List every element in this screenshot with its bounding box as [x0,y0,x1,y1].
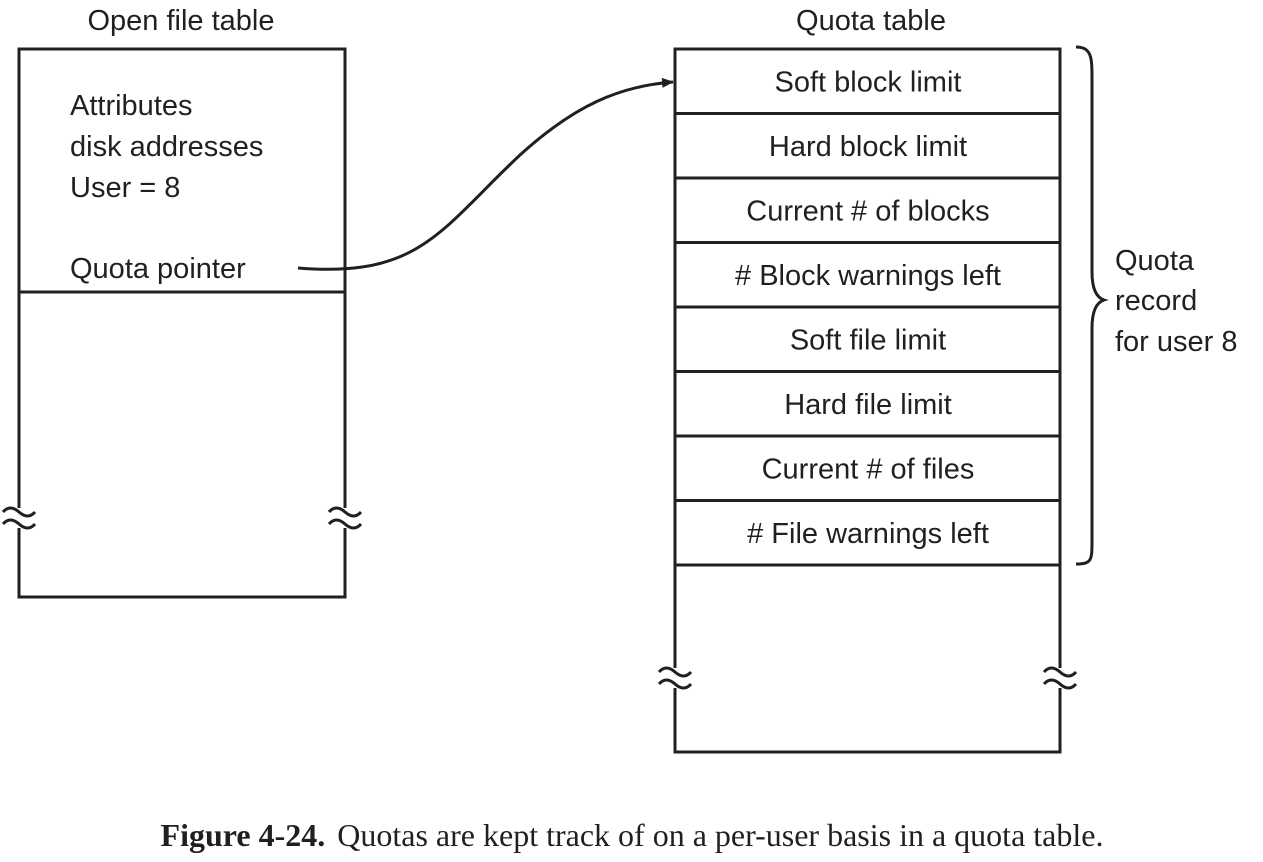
entry-disk-addresses: disk addresses [70,131,263,163]
quota-row-label: Hard file limit [784,389,952,421]
quota-row-label: Current # of files [762,453,975,485]
entry-attributes: Attributes [70,90,193,122]
figure-caption: Figure 4-24. Quotas are kept track of on … [161,817,1104,853]
quota-row-dividers [675,112,1060,567]
break-mark-left [1,506,363,530]
quota-record-rows: Soft block limit Hard block limit Current … [735,66,1001,550]
open-file-table-title: Open file table [87,5,274,37]
quota-row-label: Current # of blocks [746,195,989,227]
quota-row-label: # Block warnings left [735,260,1001,292]
entry-user: User = 8 [70,172,180,204]
quota-table: Soft block limit Hard block limit Current … [657,47,1078,754]
quota-table-title: Quota table [796,5,946,37]
quota-row-label: Soft block limit [775,66,962,98]
quota-row-label: # File warnings left [747,518,989,550]
quota-row-label: Hard block limit [769,131,967,163]
break-mark-right [657,666,1078,690]
quota-pointer-arrow [297,77,674,271]
caption-label: Figure 4-24. [161,817,326,853]
brace-label-line-3: for user 8 [1115,326,1238,358]
brace-label-line-1: Quota [1115,245,1195,277]
open-file-entry: Attributes disk addresses User = 8 Quota… [70,90,263,285]
entry-quota-pointer: Quota pointer [70,253,246,285]
quota-record-label: Quota record for user 8 [1115,245,1238,358]
brace-label-line-2: record [1115,285,1197,317]
open-file-table [1,47,363,599]
caption-text: Quotas are kept track of on a per-user b… [337,817,1103,853]
quota-record-brace [1075,45,1109,566]
quota-row-label: Soft file limit [790,324,946,356]
